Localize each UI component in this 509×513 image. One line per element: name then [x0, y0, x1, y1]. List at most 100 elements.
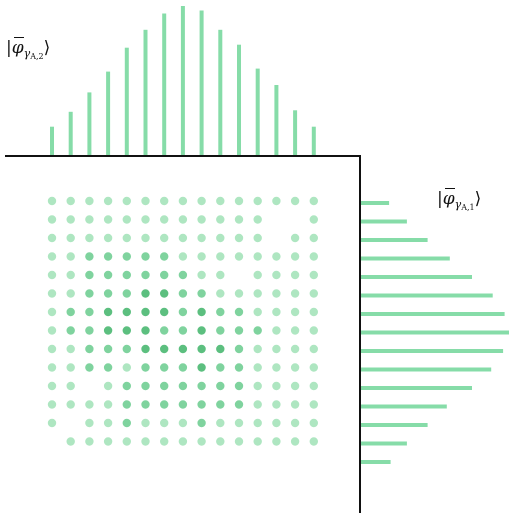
right-histogram-bar: [361, 367, 492, 372]
grid-dot: [290, 289, 300, 298]
grid-dot: [309, 252, 318, 261]
grid-dot: [309, 307, 318, 317]
top-histogram-bar: [162, 13, 167, 155]
grid-dot: [272, 418, 281, 428]
top-histogram-bar: [143, 29, 148, 155]
grid-dot: [290, 233, 300, 243]
grid-dot: [122, 437, 131, 446]
grid-dot: [47, 363, 57, 372]
grid-dot: [85, 437, 94, 446]
grid-dot: [290, 418, 300, 428]
grid-dot: [122, 289, 131, 298]
grid-dot: [272, 400, 281, 409]
top-histogram-bar: [274, 85, 279, 155]
grid-dot: [290, 270, 300, 280]
grid-dot: [85, 344, 94, 354]
grid-dot: [253, 326, 262, 335]
grid-dot: [253, 307, 262, 317]
grid-dot: [160, 196, 169, 206]
grid-dot: [309, 400, 318, 409]
grid-dot: [253, 289, 262, 298]
grid-dot: [272, 270, 281, 280]
grid-dot: [253, 400, 262, 409]
grid-dot: [103, 233, 113, 243]
grid-dot: [103, 363, 113, 372]
grid-dot: [85, 270, 94, 280]
right-histogram-bar: [361, 256, 450, 261]
grid-dot: [234, 418, 244, 428]
grid-dot: [47, 400, 57, 409]
grid-dot: [234, 326, 244, 335]
top-marginal-histogram: [50, 6, 316, 156]
right-histogram-bar: [361, 423, 428, 427]
grid-dot: [103, 437, 113, 446]
grid-dot: [85, 326, 94, 335]
grid-dot: [141, 270, 150, 280]
grid-dot: [160, 270, 169, 280]
grid-dot: [216, 418, 225, 428]
grid-dot: [309, 437, 318, 446]
grid-dot: [197, 326, 206, 335]
grid-dot: [290, 344, 300, 354]
top-histogram-bar: [106, 71, 111, 155]
grid-dot: [290, 363, 300, 372]
grid-dot: [122, 270, 131, 280]
grid-dot: [216, 344, 225, 354]
grid-dot: [197, 233, 206, 243]
grid-dot: [122, 400, 131, 409]
grid-dot: [253, 363, 262, 372]
grid-dot: [160, 252, 169, 261]
grid-dot: [290, 381, 300, 391]
grid-dot: [178, 196, 188, 206]
grid-dot: [197, 289, 206, 298]
grid-dot: [178, 400, 188, 409]
grid-dot: [122, 307, 131, 317]
grid-dot: [160, 307, 169, 317]
grid-dot: [197, 381, 206, 391]
grid-dot: [122, 326, 131, 335]
grid-dot: [47, 215, 57, 224]
grid-dot: [253, 252, 262, 261]
probability-dot-grid: [47, 196, 318, 446]
grid-dot: [309, 418, 318, 428]
grid-dot: [290, 252, 300, 261]
grid-dot: [141, 437, 150, 446]
grid-dot: [47, 381, 57, 391]
grid-dot: [160, 400, 169, 409]
grid-dot: [66, 363, 75, 372]
grid-dot: [141, 233, 150, 243]
grid-dot: [309, 381, 318, 391]
grid-dot: [160, 233, 169, 243]
grid-dot: [197, 307, 206, 317]
grid-dot: [47, 289, 57, 298]
grid-dot: [309, 344, 318, 354]
grid-dot: [66, 307, 75, 317]
grid-dot: [141, 363, 150, 372]
grid-dot: [272, 381, 281, 391]
grid-dot: [197, 252, 206, 261]
grid-dot: [272, 252, 281, 261]
top-histogram-bar: [293, 110, 298, 155]
right-histogram-bar: [361, 238, 428, 242]
grid-dot: [216, 252, 225, 261]
grid-dot: [178, 307, 188, 317]
right-histogram-bar: [361, 275, 472, 279]
grid-dot: [66, 215, 75, 224]
grid-dot: [160, 381, 169, 391]
grid-dot: [272, 326, 281, 335]
top-histogram-bar: [255, 68, 260, 155]
grid-dot: [234, 215, 244, 224]
grid-dot: [141, 215, 150, 224]
right-histogram-bar: [361, 386, 472, 390]
right-histogram-bar: [361, 330, 509, 335]
right-histogram-bar: [361, 441, 407, 446]
right-histogram-bar: [361, 219, 407, 224]
grid-dot: [309, 215, 318, 224]
right-histogram-bar: [361, 312, 505, 316]
grid-dot: [309, 270, 318, 280]
grid-dot: [290, 307, 300, 317]
grid-dot: [122, 233, 131, 243]
grid-dot: [197, 344, 206, 354]
grid-dot: [103, 344, 113, 354]
